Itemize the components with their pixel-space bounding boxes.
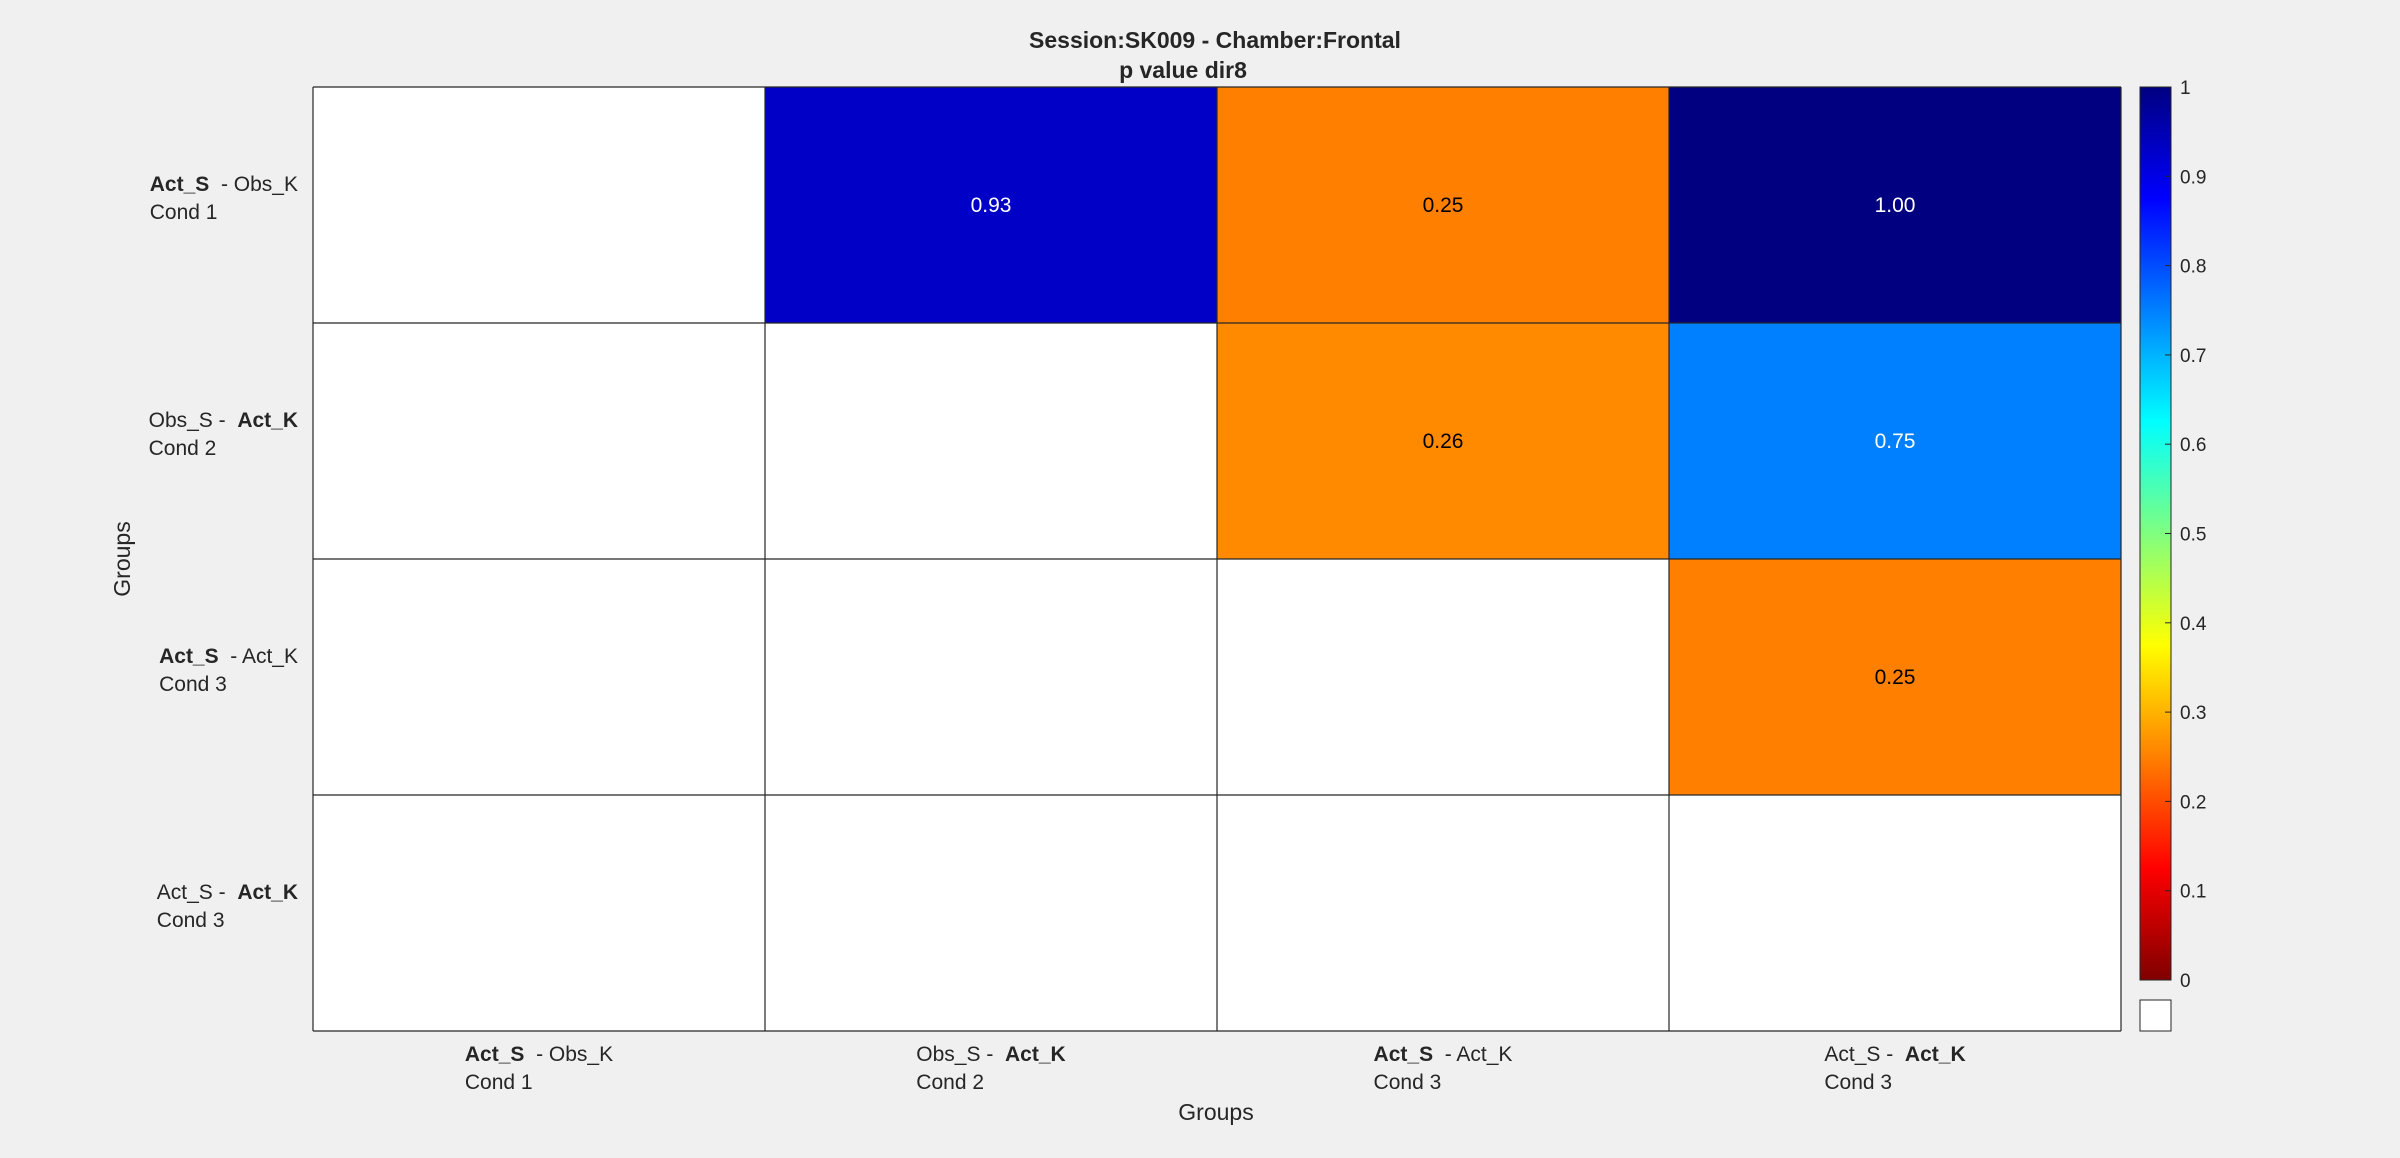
svg-text:Cond 3: Cond 3 — [1824, 1071, 1892, 1094]
svg-text:Cond 1: Cond 1 — [150, 201, 218, 224]
y-axis-label: Groups — [109, 521, 135, 596]
x-tick-label: Act_S - Act_K Cond 3 — [1374, 1043, 1513, 1094]
heatmap-grid — [312, 86, 2122, 1032]
colorbar-tick-label: 1 — [2180, 78, 2191, 99]
svg-text:Cond 3: Cond 3 — [159, 673, 227, 696]
svg-text:Act_S - Obs_K: Act_S - Obs_K — [150, 173, 298, 196]
cell-value-label: 0.93 — [971, 194, 1012, 217]
svg-text:Act_S - Act_K: Act_S - Act_K — [157, 881, 298, 904]
svg-text:Obs_S - Act_K: Obs_S - Act_K — [916, 1043, 1065, 1066]
heatmap-cell — [1217, 559, 1669, 795]
colorbar-tick-label: 0.8 — [2180, 257, 2206, 278]
heatmap-cell — [313, 795, 765, 1031]
heatmap-cell — [765, 323, 1217, 559]
colorbar-tick-label: 0.7 — [2180, 346, 2206, 367]
colorbar-tick-label: 0.3 — [2180, 703, 2206, 724]
heatmap-cell — [765, 795, 1217, 1031]
y-tick-label: Act_S - Act_K Cond 3 — [157, 881, 298, 932]
cell-value-label: 0.25 — [1875, 666, 1916, 689]
cell-value-label: 1.00 — [1875, 194, 1916, 217]
svg-text:Act_S - Act_K: Act_S - Act_K — [1374, 1043, 1513, 1066]
heatmap-cell — [313, 559, 765, 795]
heatmap-cell — [1669, 87, 2121, 323]
heatmap-cells — [313, 87, 2121, 1031]
nan-color-swatch — [2139, 999, 2172, 1032]
colorbar-tick-label: 0.6 — [2180, 435, 2206, 456]
cell-value-label: 0.75 — [1875, 430, 1916, 453]
y-tick-label: Act_S - Act_K Cond 3 — [159, 645, 298, 696]
cell-value-label: 0.26 — [1423, 430, 1464, 453]
x-tick-label: Act_S - Obs_K Cond 1 — [465, 1043, 613, 1094]
colorbar-tick-label: 0.5 — [2180, 525, 2206, 546]
chart-title-line-2: p value dir8 — [1119, 57, 1247, 83]
y-tick-label: Obs_S - Act_K Cond 2 — [149, 409, 298, 460]
svg-text:Cond 3: Cond 3 — [157, 909, 225, 932]
heatmap-cell — [1669, 795, 2121, 1031]
heatmap-cell — [1669, 559, 2121, 795]
svg-text:Act_S - Obs_K: Act_S - Obs_K — [465, 1043, 613, 1066]
svg-text:Act_S - Act_K: Act_S - Act_K — [1824, 1043, 1965, 1066]
colorbar-tick-label: 0.4 — [2180, 614, 2207, 635]
heatmap-cell — [1217, 87, 1669, 323]
colorbar-tick-label: 0.2 — [2180, 792, 2206, 813]
heatmap-cell — [1217, 323, 1669, 559]
colorbar-tick-label: 0.9 — [2180, 167, 2206, 188]
svg-text:Act_S - Act_K: Act_S - Act_K — [159, 645, 298, 668]
x-tick-label: Obs_S - Act_K Cond 2 — [916, 1043, 1065, 1094]
heatmap-cell — [313, 323, 765, 559]
heatmap-cell-labels: 0.93 0.25 1.00 0.26 0.75 0.25 — [971, 194, 1916, 689]
svg-text:Cond 2: Cond 2 — [149, 437, 217, 460]
svg-text:Cond 1: Cond 1 — [465, 1071, 533, 1094]
colorbar-tick-label: 0 — [2180, 971, 2191, 992]
chart-title-line-1: Session:SK009 - Chamber:Frontal — [1029, 27, 1401, 53]
colorbar-tick-label: 0.1 — [2180, 882, 2206, 903]
y-tick-labels: Act_S - Obs_K Cond 1 Obs_S - Act_K Cond 2 Ac… — [149, 173, 298, 932]
x-tick-label: Act_S - Act_K Cond 3 — [1824, 1043, 1965, 1094]
heatmap-cell — [765, 559, 1217, 795]
x-axis-label: Groups — [1178, 1099, 1253, 1125]
heatmap-cell — [1669, 323, 2121, 559]
svg-text:Cond 2: Cond 2 — [916, 1071, 984, 1094]
colorbar: 0 0.1 0.2 0.3 0.4 0.5 0.6 0.7 0.8 0.9 1 — [2139, 78, 2207, 1032]
svg-text:Obs_S - Act_K: Obs_S - Act_K — [149, 409, 298, 432]
svg-text:Cond 3: Cond 3 — [1374, 1071, 1442, 1094]
cell-value-label: 0.25 — [1423, 194, 1464, 217]
heatmap-cell — [765, 87, 1217, 323]
heatmap-cell — [1217, 795, 1669, 1031]
y-tick-label: Act_S - Obs_K Cond 1 — [150, 173, 298, 224]
heatmap-cell — [313, 87, 765, 323]
x-tick-labels: Act_S - Obs_K Cond 1 Obs_S - Act_K Cond 2 Ac… — [465, 1043, 1966, 1094]
